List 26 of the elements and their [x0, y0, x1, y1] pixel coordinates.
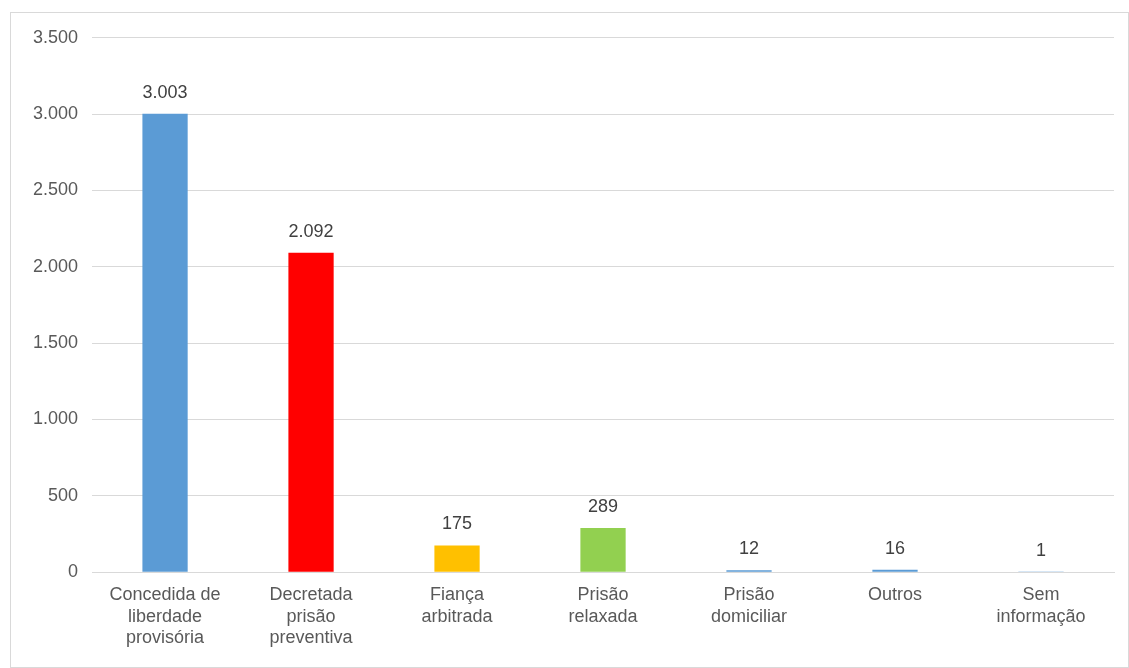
data-label: 289 [588, 496, 619, 517]
y-tick-label: 1.500 [33, 332, 79, 353]
y-tick-label: 500 [48, 484, 79, 505]
y-tick-label: 2.500 [33, 179, 79, 200]
y-tick-label: 0 [68, 561, 79, 582]
bar [580, 528, 626, 572]
bar [288, 252, 334, 572]
bar [434, 545, 480, 572]
x-tick-label: Sem informação [996, 583, 1086, 626]
data-label: 2.092 [288, 220, 334, 241]
bar [142, 113, 188, 572]
y-tick-label: 3.500 [33, 26, 79, 47]
data-label: 1 [1036, 540, 1047, 561]
x-tick-label: Concedida de liberdade provisória [109, 583, 221, 648]
data-label: 16 [884, 537, 906, 558]
data-label: 3.003 [142, 81, 188, 102]
x-tick-label: Prisão domiciliar [711, 583, 788, 626]
x-tick-label: Fiança arbitrada [421, 583, 494, 626]
data-label: 12 [739, 538, 760, 559]
y-tick-label: 2.000 [33, 255, 79, 276]
x-tick-label: Outros [867, 583, 923, 604]
x-tick-label: Prisão relaxada [568, 583, 639, 626]
y-tick-label: 1.000 [33, 408, 79, 429]
data-label: 175 [442, 513, 473, 534]
x-tick-label: Decretada prisão preventiva [269, 583, 354, 648]
y-tick-label: 3.000 [33, 103, 79, 124]
